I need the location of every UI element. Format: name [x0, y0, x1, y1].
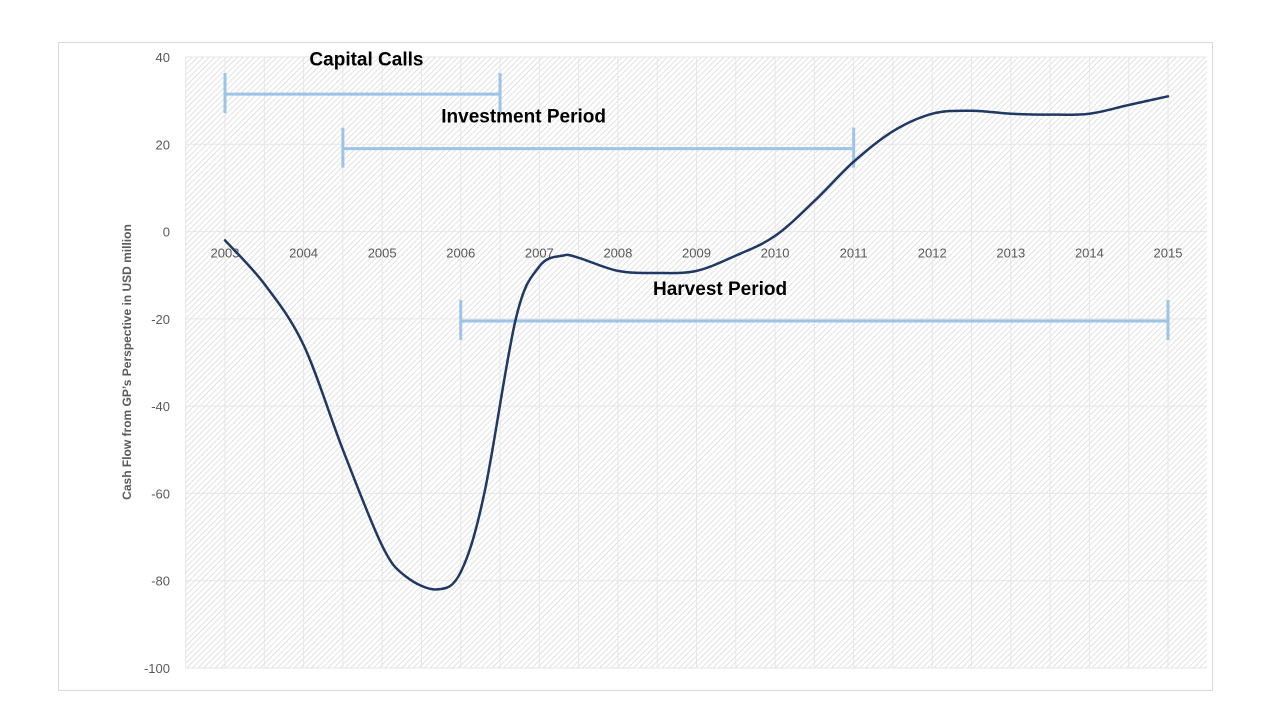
x-tick-label: 2009 [682, 246, 711, 261]
period-annotations: Capital Calls Investment Period Harvest Pe… [223, 50, 1170, 341]
y-tick-label: 20 [156, 137, 170, 152]
annotation-label: Investment Period [441, 106, 606, 127]
y-tick-label: -80 [151, 574, 170, 589]
x-tick-label: 2014 [1075, 246, 1104, 261]
y-tick-label: -60 [151, 486, 170, 501]
x-tick-label: 2005 [368, 246, 397, 261]
chart-frame [58, 42, 1213, 691]
y-tick-label: 0 [163, 225, 170, 240]
y-tick-label: 40 [156, 50, 170, 65]
x-tick-label: 2013 [996, 246, 1025, 261]
x-axis-ticks: 2003 2004 2005 2006 2007 2008 2009 2010 2011 2012… [211, 246, 1183, 261]
x-tick-label: 2010 [761, 246, 790, 261]
x-tick-label: 2007 [525, 246, 554, 261]
gridlines [185, 56, 1207, 669]
x-tick-label: 2008 [603, 246, 632, 261]
y-axis-title: Cash Flow from GP’s Perspective in USD m… [120, 224, 134, 500]
annotation-3: Harvest Period [459, 279, 1170, 341]
y-tick-label: -20 [151, 312, 170, 327]
x-tick-label: 2015 [1154, 246, 1183, 261]
x-tick-label: 2003 [211, 246, 240, 261]
annotation-1: Capital Calls [223, 50, 502, 114]
series-layer [223, 95, 1170, 591]
x-tick-label: 2006 [446, 246, 475, 261]
x-tick-label: 2012 [918, 246, 947, 261]
annotation-label: Capital Calls [309, 50, 423, 71]
annotation-2: Investment Period [341, 106, 856, 168]
y-axis-ticks: 40 20 0 -20 -40 -60 -80 -100 [144, 50, 170, 676]
y-tick-label: -40 [151, 399, 170, 414]
y-tick-label: -100 [144, 661, 170, 676]
x-tick-label: 2011 [840, 246, 868, 261]
annotation-label: Harvest Period [653, 279, 787, 300]
cash-flow-line [223, 95, 1170, 591]
x-tick-label: 2004 [289, 246, 318, 261]
